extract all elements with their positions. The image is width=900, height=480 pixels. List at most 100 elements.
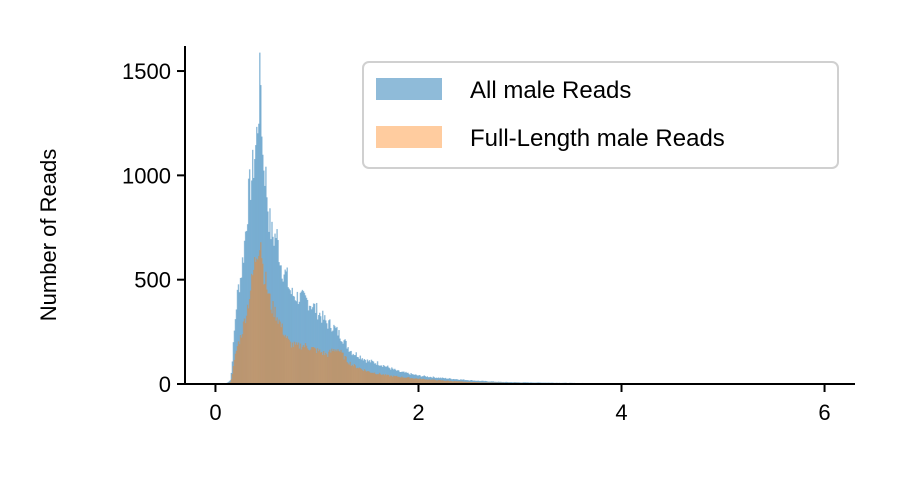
histogram-bar: [401, 376, 403, 384]
histogram-bar: [438, 379, 441, 384]
histogram-bar: [489, 381, 491, 384]
histogram-bar: [347, 363, 349, 384]
histogram-bar: [399, 372, 401, 384]
histogram-bar: [278, 262, 280, 384]
histogram-bar: [344, 356, 346, 384]
histogram-bar: [358, 367, 361, 384]
histogram-bar: [399, 377, 401, 384]
histogram-bar: [479, 381, 481, 384]
histogram-bar: [500, 381, 503, 384]
histogram-bar: [270, 239, 272, 384]
histogram-bar: [311, 347, 314, 384]
histogram-bar: [249, 199, 252, 384]
histogram-bar: [371, 372, 374, 384]
histogram-bar: [438, 378, 441, 384]
histogram-bar: [461, 381, 463, 384]
histogram-bar: [308, 305, 311, 384]
histogram-bar: [407, 377, 409, 384]
histogram-bar: [488, 381, 490, 384]
histogram-bar: [274, 306, 276, 384]
histogram-bar: [238, 344, 241, 384]
histogram-bar: [366, 359, 369, 384]
histogram-bar: [344, 339, 346, 384]
histogram-bar: [387, 365, 389, 384]
histogram-bar: [405, 377, 407, 384]
histogram-bar: [301, 346, 304, 384]
histogram-bar: [239, 277, 242, 384]
histogram-bar: [376, 374, 379, 384]
histogram-bar: [417, 379, 419, 384]
histogram-bar: [291, 287, 294, 384]
histogram-bar: [290, 294, 292, 384]
histogram-bar: [420, 379, 422, 384]
histogram-bar: [316, 348, 319, 384]
histogram-bar: [355, 352, 357, 384]
histogram-bar: [493, 381, 496, 384]
histogram-bar: [249, 290, 252, 384]
histogram-bar: [448, 381, 451, 384]
histogram-bar: [379, 374, 382, 384]
histogram-bar: [322, 355, 324, 384]
histogram-bar: [350, 350, 352, 384]
histogram-bar: [377, 374, 380, 384]
histogram-bar: [443, 380, 446, 384]
histogram-bar: [277, 323, 279, 384]
histogram-bar: [490, 381, 492, 384]
histogram-bar: [297, 342, 300, 384]
histogram-bar: [441, 380, 444, 384]
histogram-bar: [254, 159, 256, 384]
histogram-bar: [464, 381, 466, 384]
histogram-bar: [395, 376, 397, 384]
histogram-bar: [436, 380, 439, 384]
histogram-bar: [314, 348, 317, 384]
histogram-bar: [237, 341, 240, 384]
histogram-bar: [253, 269, 255, 384]
histogram-bar: [426, 379, 429, 384]
histogram-bar: [257, 133, 259, 384]
histogram-bar: [403, 377, 405, 384]
histogram-bar: [285, 337, 287, 384]
histogram-bar: [343, 340, 345, 384]
axes: [184, 46, 855, 385]
histogram-bar: [362, 360, 365, 384]
histogram-bar: [439, 377, 442, 384]
histogram-bar: [325, 320, 327, 384]
histogram-bar: [313, 303, 316, 384]
histogram-bar: [383, 366, 386, 384]
histogram-bar: [393, 369, 395, 384]
histogram-bar: [451, 379, 454, 384]
histogram-bar: [429, 379, 432, 384]
histogram-bar: [394, 376, 396, 384]
histogram-bar: [330, 328, 332, 384]
histogram-bar: [230, 372, 233, 384]
histogram-bar: [336, 351, 338, 384]
histogram-bar: [453, 381, 455, 384]
histogram-bar: [243, 318, 246, 384]
histogram-bar: [487, 381, 489, 384]
histogram-bar: [373, 372, 376, 384]
histogram-bar: [340, 341, 342, 384]
histogram-bar: [416, 375, 418, 384]
histogram-bar: [483, 381, 485, 384]
histogram-bar: [382, 365, 385, 384]
histogram-bar: [467, 381, 469, 384]
histogram-bar: [369, 362, 372, 384]
histogram-bar: [445, 380, 448, 384]
histogram-bar: [292, 295, 295, 384]
histogram-bar: [406, 372, 408, 384]
histogram-bar: [375, 364, 378, 384]
histogram-bar: [282, 334, 284, 384]
histogram-bar: [424, 376, 426, 384]
histogram-bar: [235, 309, 238, 384]
histogram-bar: [337, 335, 339, 384]
histogram-bar: [290, 347, 292, 384]
histogram-bar: [473, 380, 475, 384]
histogram-bar: [304, 295, 307, 384]
histogram-bar: [287, 338, 289, 384]
histogram-bar: [356, 367, 358, 384]
histogram-bar: [286, 336, 288, 384]
histogram-bar: [351, 364, 353, 384]
histogram-bar: [450, 381, 453, 384]
histogram-bar: [457, 381, 459, 384]
histogram-bar: [403, 371, 405, 384]
